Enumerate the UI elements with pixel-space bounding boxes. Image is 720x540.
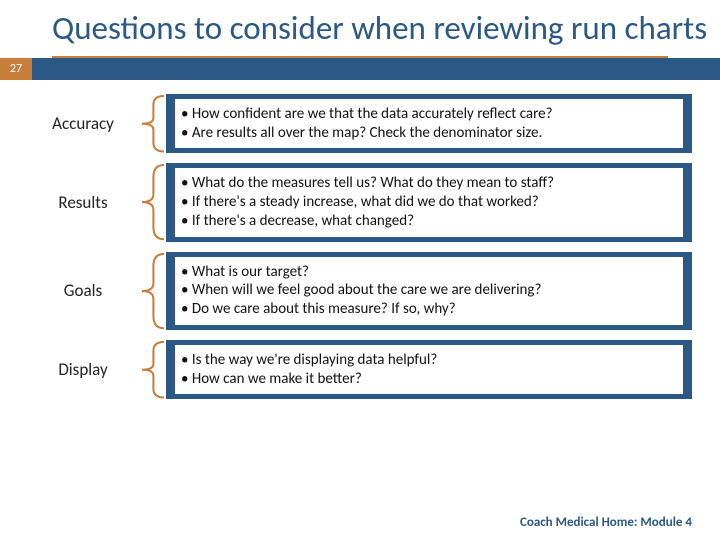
page-number-box: 27 [0, 58, 32, 80]
content-row: Display • Is the way we're displaying dat… [28, 340, 692, 400]
bullet-inner: • What is our target?• When will we feel… [175, 257, 683, 325]
bullet-inner: • What do the measures tell us? What do … [175, 168, 683, 236]
bullet-line: • What do the measures tell us? What do … [181, 174, 673, 193]
content-row: Results • What do the measures tell us? W… [28, 163, 692, 241]
brace-icon [138, 340, 166, 400]
footer-text: Coach Medical Home: Module 4 [520, 515, 692, 530]
bullet-line: • If there's a steady increase, what did… [181, 193, 673, 212]
bullet-box: • What is our target?• When will we feel… [166, 252, 692, 330]
bullet-line: • How can we make it better? [181, 370, 673, 389]
brace-icon [138, 94, 166, 154]
page-number-bar-fill [0, 58, 720, 80]
bullet-box: • Is the way we're displaying data helpf… [166, 340, 692, 400]
title-area: Questions to consider when reviewing run… [0, 0, 720, 54]
content-rows: Accuracy • How confident are we that the … [0, 80, 720, 400]
content-row: Goals • What is our target?• When will we… [28, 252, 692, 330]
content-row: Accuracy • How confident are we that the … [28, 94, 692, 154]
brace-icon [138, 252, 166, 330]
bullet-inner: • How confident are we that the data acc… [175, 99, 683, 149]
bullet-line: • How confident are we that the data acc… [181, 105, 673, 124]
bullet-line: • When will we feel good about the care … [181, 281, 673, 300]
bullet-line: • Is the way we're displaying data helpf… [181, 351, 673, 370]
row-label: Goals [28, 252, 138, 330]
bullet-box: • What do the measures tell us? What do … [166, 163, 692, 241]
bullet-line: • Do we care about this measure? If so, … [181, 300, 673, 319]
row-label: Accuracy [28, 94, 138, 154]
row-label: Display [28, 340, 138, 400]
bullet-line: • Are results all over the map? Check th… [181, 124, 673, 143]
row-label: Results [28, 163, 138, 241]
brace-icon [138, 163, 166, 241]
bullet-inner: • Is the way we're displaying data helpf… [175, 345, 683, 395]
page-number-bar: 27 [0, 58, 720, 80]
page-number: 27 [10, 62, 22, 76]
bullet-line: • What is our target? [181, 263, 673, 282]
bullet-line: • If there's a decrease, what changed? [181, 212, 673, 231]
slide-title: Questions to consider when reviewing run… [52, 10, 720, 48]
bullet-box: • How confident are we that the data acc… [166, 94, 692, 154]
